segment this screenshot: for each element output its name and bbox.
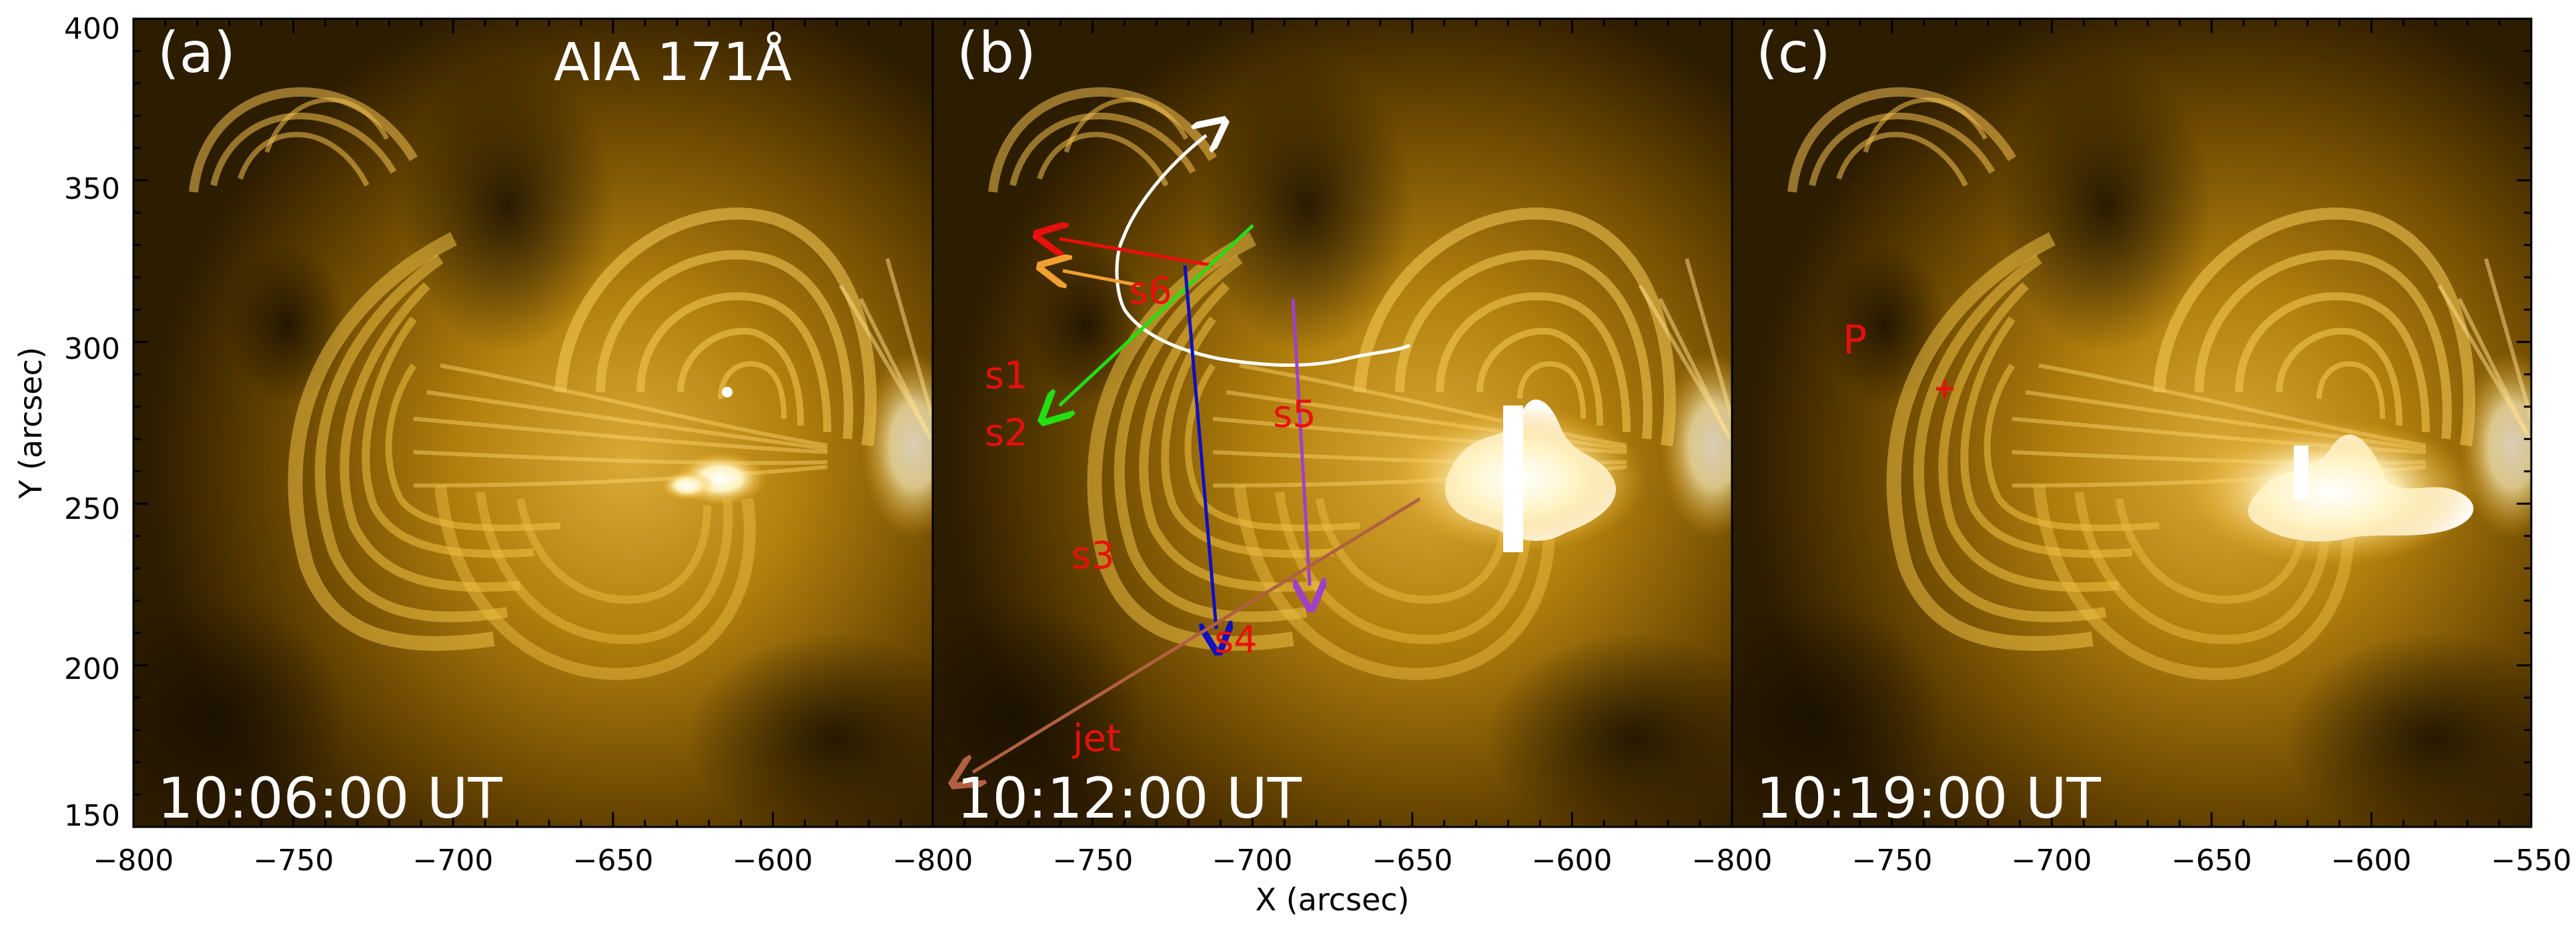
x-tick-label: −650 — [1372, 844, 1453, 878]
point-p-label: P — [1843, 317, 1867, 363]
x-tick-label: −600 — [733, 844, 813, 878]
s4-line — [1183, 265, 1216, 629]
x-tick-label: −800 — [93, 844, 174, 878]
y-tick-label: 150 — [64, 799, 120, 833]
slit-label-jet: jet — [1071, 717, 1121, 760]
slit-labels: s6 s1 s2 s3 s4 s5 jet P — [985, 269, 1867, 760]
panel-c-image — [1679, 19, 2576, 846]
instrument-label: AIA 171Å — [554, 31, 792, 93]
panel-annotations: (a) AIA 171Å 10:06:00 UT (b) 10:12:00 UT… — [157, 20, 2101, 831]
panel-c-frame — [1731, 17, 2533, 828]
panel-c-time: 10:19:00 UT — [1756, 766, 2101, 831]
slit-label-s5: s5 — [1273, 393, 1316, 436]
s3-line — [1059, 224, 1254, 405]
s1-line — [1059, 239, 1214, 267]
x-tick-label: −750 — [1053, 844, 1134, 878]
y-tick-label: 400 — [64, 12, 120, 46]
x-tick-label: −700 — [413, 844, 494, 878]
panel-a-image — [80, 19, 981, 846]
s2-line — [1063, 271, 1140, 285]
y-tick-label: 200 — [64, 652, 120, 686]
panel-b-label: (b) — [957, 20, 1036, 85]
x-tick-label: −800 — [893, 844, 973, 878]
axis-ticks — [132, 17, 2533, 828]
x-axis-title: X (arcsec) — [1256, 882, 1410, 918]
panel-c-label: (c) — [1756, 20, 1831, 85]
s5-line — [1291, 298, 1310, 586]
panel-b-image — [879, 19, 1780, 846]
slit-label-s3: s3 — [1071, 534, 1115, 578]
panel-a-label: (a) — [157, 20, 236, 85]
x-tick-label: −600 — [1532, 844, 1613, 878]
panel-b — [879, 17, 1780, 846]
point-p-marker — [1936, 380, 1954, 397]
x-tick-label: −750 — [254, 844, 334, 878]
x-tick-label: −700 — [1212, 844, 1293, 878]
slit-label-s6: s6 — [1129, 269, 1172, 313]
panel-a-time: 10:06:00 UT — [157, 766, 502, 831]
s6-path — [1115, 135, 1410, 367]
y-tick-labels: 400 350 300 250 200 150 — [64, 12, 120, 833]
x-tick-label: −750 — [1852, 844, 1933, 878]
x-tick-label: −650 — [573, 844, 654, 878]
slit-label-s2: s2 — [985, 411, 1028, 455]
x-tick-label: −800 — [1692, 844, 1773, 878]
x-tick-label: −600 — [2331, 844, 2412, 878]
x-tick-label: −700 — [2012, 844, 2092, 878]
panel-b-time: 10:12:00 UT — [957, 766, 1302, 831]
x-tick-label: −550 — [2491, 844, 2572, 878]
slit-label-s1: s1 — [985, 354, 1028, 397]
jet-line — [973, 497, 1421, 772]
y-axis-title: Y (arcsec) — [13, 347, 49, 500]
panel-c — [1679, 17, 2576, 846]
slit-label-s4: s4 — [1214, 618, 1258, 662]
x-tick-labels: −800 −750 −700 −650 −600 −800 −750 −700 … — [93, 844, 2572, 878]
panel-a — [80, 17, 981, 846]
y-tick-label: 300 — [64, 332, 120, 366]
x-tick-label: −650 — [2172, 844, 2252, 878]
y-tick-label: 250 — [64, 492, 120, 526]
y-tick-label: 350 — [64, 172, 120, 206]
